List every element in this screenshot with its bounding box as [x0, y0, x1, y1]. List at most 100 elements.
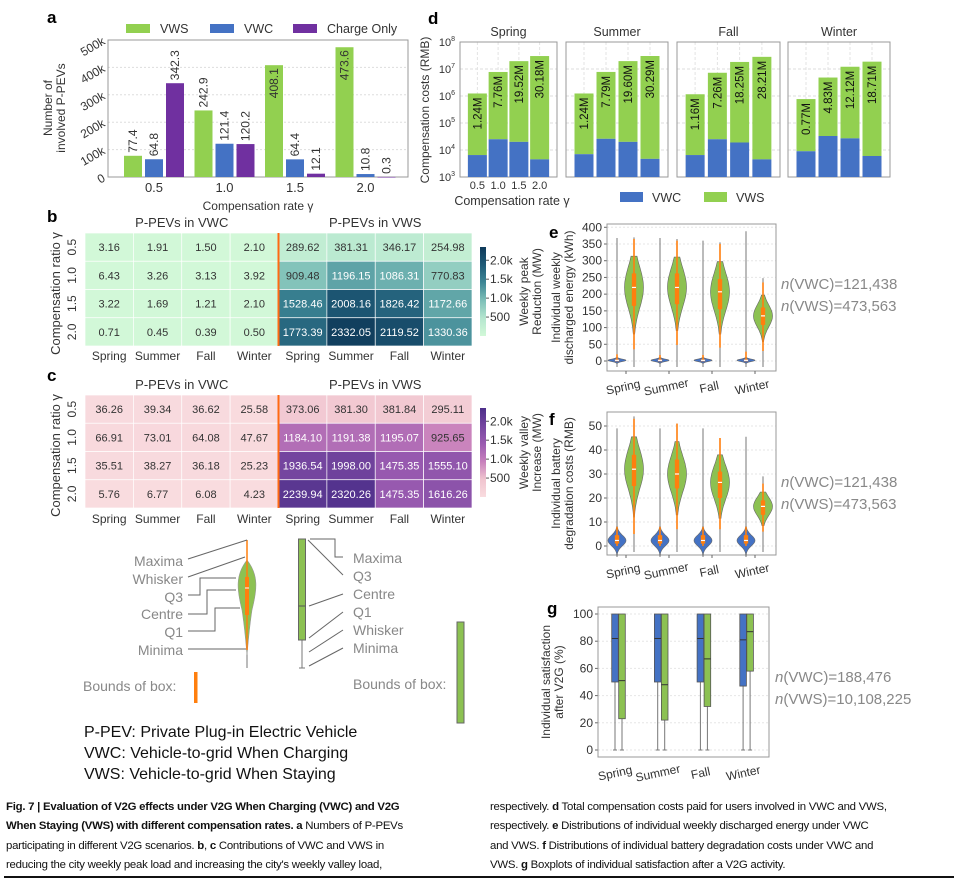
- bar-charge-only: [307, 173, 325, 177]
- heatmap-cell: [229, 317, 279, 347]
- y-tick-label: 20: [589, 491, 603, 505]
- leader-line: [188, 607, 240, 632]
- heatmap-cell-value: 2008.16: [331, 299, 371, 311]
- group-title-vwc: P-PEVs in VWC: [135, 377, 228, 392]
- violin-iqr-box: [631, 454, 637, 486]
- abbreviation-definitions: P-PEV: Private Plug-in Electric Vehicle …: [84, 722, 357, 785]
- sample-size-symbol: n: [781, 276, 789, 293]
- bar-vws: [194, 110, 213, 177]
- x-tick-label: 2.0: [532, 180, 547, 192]
- heatmap-cell-value: 1555.10: [428, 461, 468, 473]
- bar-total-label: 30.18M: [535, 60, 547, 98]
- bar-total-label: 7.76M: [493, 76, 505, 108]
- key-violin-label: Q1: [164, 624, 183, 640]
- heatmap-cell-value: 36.18: [192, 461, 220, 473]
- legend-label: VWC: [652, 191, 681, 205]
- bar-vwc: [509, 141, 529, 177]
- x-tick-label: Winter: [430, 349, 465, 363]
- heatmap-cell: [374, 422, 424, 452]
- heatmap-cell-value: 73.01: [144, 432, 172, 444]
- caption-text: Contributions of VWC and VWS in: [215, 839, 384, 852]
- y-axis-label: Compensation ratio γ: [48, 232, 63, 355]
- leader-line: [307, 539, 344, 576]
- facet-frame: [787, 41, 891, 178]
- heatmap-cell-value: 6.43: [98, 270, 119, 282]
- y-tick-label: 104: [439, 144, 455, 157]
- y-tick-label: 1.5: [65, 295, 79, 312]
- x-tick-label: 1.5: [511, 180, 526, 192]
- bar-vws: [707, 72, 727, 140]
- y-tick-label: 105: [439, 117, 455, 130]
- y-tick-label: 50: [589, 419, 603, 433]
- heatmap-cell-value: 2239.94: [283, 489, 323, 501]
- facet-frame: [676, 41, 781, 178]
- heatmap-cell: [229, 394, 279, 424]
- bar-vwc: [467, 155, 487, 177]
- heatmap-cell: [423, 422, 473, 452]
- bar-value-label: 121.4: [218, 110, 232, 140]
- bar-total-label: 4.83M: [823, 82, 835, 114]
- violin-iqr-box: [700, 535, 706, 544]
- y-tick-base: 10: [439, 37, 451, 49]
- panel-letter-d: d: [428, 9, 438, 28]
- heatmap-cell: [229, 289, 279, 319]
- y-tick-label: 350: [582, 237, 602, 251]
- bar-total-label: 18.25M: [735, 66, 747, 104]
- heatmap-cell-value: 1330.36: [428, 327, 468, 339]
- panel-g-boxplot: 0 20 40 60 80 100 Spring Summer Fall Winter Indivi…: [539, 606, 911, 785]
- y-tick-label: 0: [586, 743, 593, 757]
- y-axis-label: degradation costs (RMB): [562, 417, 576, 550]
- heatmap-cell: [181, 289, 231, 319]
- heatmap-cell: [181, 451, 231, 481]
- heatmap-cell-value: 1998.00: [331, 461, 371, 473]
- caption-bold-text: e: [552, 820, 559, 833]
- sample-size-symbol: n: [781, 474, 789, 491]
- legend-swatch: [210, 24, 234, 33]
- caption-bold-text: f: [542, 839, 546, 852]
- bar-value-label: 64.8: [147, 133, 161, 157]
- heatmap-cell: [84, 317, 134, 347]
- bar-total-label: 1.24M: [472, 97, 484, 129]
- heatmap-cell-value: 25.23: [241, 461, 269, 473]
- violin-iqr-box: [614, 535, 620, 544]
- panel-d-stacked-log-bar-chart: Spring 1.24M 0.5 7.76M 1.0 19.52M 1.5 30.18M 2.0…: [418, 25, 891, 208]
- box-vws: [703, 613, 712, 707]
- sample-size-annotation: n(VWS)=10,108,225: [775, 691, 911, 708]
- heatmap-cell: [423, 260, 473, 290]
- y-tick-label: 108: [439, 36, 455, 49]
- bar-value-label: 10.8: [359, 147, 373, 171]
- bar-value-label: 242.9: [197, 77, 211, 107]
- legend-label: Charge Only: [327, 22, 398, 36]
- heatmap-cell-value: 0.50: [244, 327, 265, 339]
- caption-text: Distributions of individual weekly disch…: [558, 820, 869, 833]
- heatmap-cell-value: 1196.15: [332, 270, 371, 282]
- y-tick-label: 10: [589, 515, 603, 529]
- leader-line: [310, 538, 343, 558]
- colorbar-label: Weekly peak: [517, 256, 531, 325]
- heatmap-cell: [133, 394, 183, 424]
- heatmap-cell-value: 1.21: [195, 299, 216, 311]
- key-violin-label: Q3: [164, 589, 183, 605]
- key-violin-bounds-swatch: [194, 672, 198, 703]
- x-tick-label: 1.5: [286, 180, 304, 195]
- heatmap-cell: [423, 317, 473, 347]
- leader-line: [308, 629, 344, 653]
- bar-vwc: [818, 136, 838, 177]
- y-tick-label: 1.0: [65, 429, 79, 446]
- y-tick-label: 50: [589, 337, 603, 351]
- bar-vws: [685, 94, 705, 156]
- heatmap-cell: [133, 289, 183, 319]
- y-tick-label: 0: [95, 171, 108, 187]
- heatmap-cell-value: 0.71: [98, 327, 119, 339]
- bar-total-label: 18.71M: [867, 66, 879, 104]
- y-tick-label: 100k: [78, 143, 108, 169]
- violin-iqr-box: [657, 535, 663, 544]
- x-tick-label: 0.5: [145, 180, 163, 195]
- caption-bold-text: When Staying (VWS) with different compen…: [6, 820, 297, 833]
- key-violin-box: [245, 577, 249, 615]
- y-tick-exponent: 6: [451, 90, 455, 97]
- heatmap-cell: [326, 451, 376, 481]
- y-axis-label: discharged energy (kWh): [562, 230, 576, 364]
- key-box-label: Centre: [353, 586, 395, 602]
